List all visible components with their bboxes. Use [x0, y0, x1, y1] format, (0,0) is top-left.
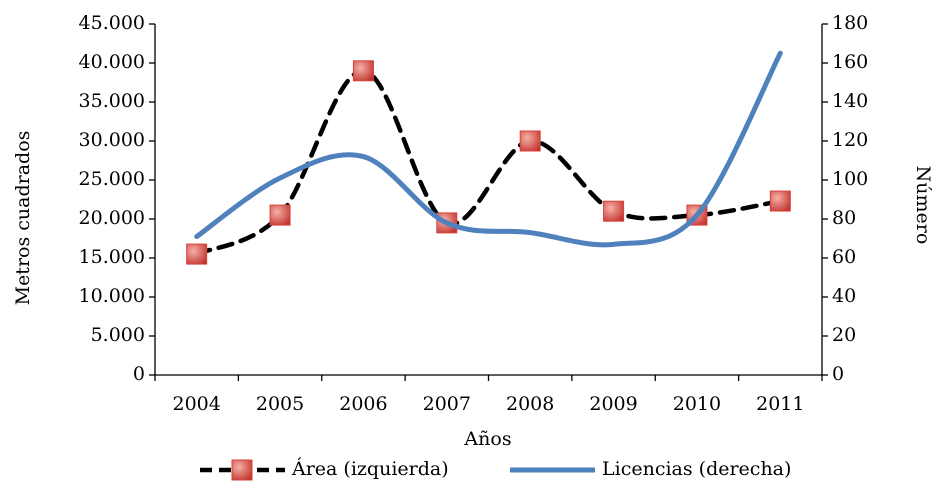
series-marker — [603, 200, 625, 222]
x-axis-title: Años — [463, 428, 511, 450]
y2-tick-label: 80 — [832, 207, 856, 229]
y2-tick-label: 120 — [832, 129, 868, 151]
y-tick-label: 0 — [133, 363, 145, 385]
y-tick-label: 25.000 — [79, 168, 145, 190]
y2-axis-title: Número — [912, 166, 933, 245]
y-tick-label: 10.000 — [79, 285, 145, 307]
y2-tick-label: 140 — [832, 90, 868, 112]
series-line — [194, 50, 783, 248]
x-tick-label: 2004 — [173, 393, 221, 415]
legend-marker — [231, 459, 253, 481]
y2-tick-label: 180 — [832, 12, 868, 34]
y2-tick-label: 0 — [832, 363, 844, 385]
series-marker — [519, 130, 541, 152]
y-tick-label: 15.000 — [79, 246, 145, 268]
y-tick-label: 40.000 — [79, 51, 145, 73]
series-marker — [352, 60, 374, 82]
y-tick-label: 35.000 — [79, 90, 145, 112]
x-tick-label: 2006 — [339, 393, 387, 415]
series-marker — [769, 190, 791, 212]
y-tick-label: 5.000 — [91, 324, 145, 346]
y2-tick-label: 60 — [832, 246, 856, 268]
x-tick-label: 2010 — [673, 393, 721, 415]
series-marker — [186, 243, 208, 265]
x-tick-label: 2005 — [256, 393, 304, 415]
x-tick-label: 2008 — [506, 393, 554, 415]
x-tick-label: 2011 — [756, 393, 804, 415]
series-line — [194, 68, 783, 257]
legend-label: Licencias (derecha) — [602, 458, 791, 480]
y-tick-label: 45.000 — [79, 12, 145, 34]
y2-tick-label: 160 — [832, 51, 868, 73]
series-marker — [269, 204, 291, 226]
y2-tick-label: 20 — [832, 324, 856, 346]
legend-label: Área (izquierda) — [291, 457, 449, 480]
y-tick-label: 30.000 — [79, 129, 145, 151]
y-axis-title: Metros cuadrados — [12, 131, 34, 306]
y2-tick-label: 40 — [832, 285, 856, 307]
x-tick-label: 2007 — [423, 393, 471, 415]
y2-tick-label: 100 — [832, 168, 868, 190]
x-tick-label: 2009 — [589, 393, 637, 415]
y-tick-label: 20.000 — [79, 207, 145, 229]
